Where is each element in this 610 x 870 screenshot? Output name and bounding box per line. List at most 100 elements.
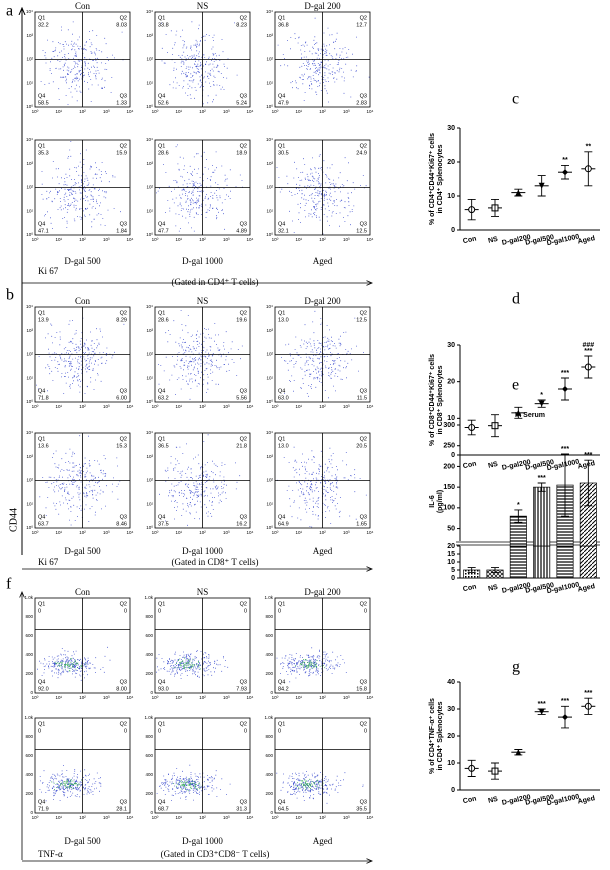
y-tick-label: 200 <box>145 671 153 676</box>
plot-title: D-gal 500 <box>64 546 101 556</box>
error-bar <box>514 406 523 419</box>
gate-label: (Gated in CD4⁺ T cells) <box>172 277 259 287</box>
y-tick-label: 50 <box>447 525 455 532</box>
x-tick-label: 10¹ <box>55 530 62 535</box>
quadrant-name: Q4 <box>158 799 165 805</box>
x-tick-label: 10¹ <box>175 530 182 535</box>
x-tick-label: 10¹ <box>175 815 182 820</box>
x-tick-label: 10² <box>79 237 86 242</box>
x-tick-label: Aged <box>577 235 596 245</box>
y-tick-label: 800 <box>145 734 153 739</box>
quadrant-name: Q3 <box>360 388 367 394</box>
x-tick-label: 10⁴ <box>367 404 374 409</box>
y-tick-label: 10³ <box>26 454 33 459</box>
quadrant-value: 8.03 <box>116 22 127 28</box>
error-bar <box>467 759 476 777</box>
quadrant-value: 0 <box>158 728 161 734</box>
y-tick-label: 20 <box>447 159 455 166</box>
y-tick-label: 10¹ <box>26 208 33 213</box>
quadrant-name: Q3 <box>360 221 367 227</box>
plot-title: D-gal 1000 <box>182 836 223 846</box>
event-dots-dense <box>173 778 203 791</box>
x-tick-label: 10⁰ <box>152 237 159 242</box>
x-tick-label: 10¹ <box>295 109 302 114</box>
quadrant-value: 8.46 <box>116 521 127 527</box>
error-bar <box>537 399 546 408</box>
quadrant-value: 0 <box>38 608 41 614</box>
y-tick-label: 600 <box>265 633 273 638</box>
event-dots <box>41 141 121 229</box>
quadrant-value: 68.7 <box>158 806 169 812</box>
quadrant-name: Q4 <box>158 514 165 520</box>
quadrant-value: 28.1 <box>116 806 127 812</box>
x-tick-label: 10⁰ <box>272 695 279 700</box>
y-tick-label: 10⁴ <box>146 430 153 435</box>
y-tick-label: 200 <box>443 463 455 470</box>
x-tick-label: 10⁰ <box>152 815 159 820</box>
quadrant-value: 52.6 <box>158 100 169 106</box>
panel-label: c <box>512 91 519 108</box>
error-bar <box>467 198 476 221</box>
x-tick-label: 10² <box>319 404 326 409</box>
x-tick-label: 10² <box>319 695 326 700</box>
y-tick-label: 10³ <box>26 328 33 333</box>
significance: *** <box>584 348 592 355</box>
plot-title: NS <box>197 1 209 11</box>
quadrant-name: Q2 <box>240 15 247 21</box>
quadrant-value: 47.9 <box>278 100 289 106</box>
quadrant-value: 1.65 <box>356 521 367 527</box>
x-tick-label: 10⁴ <box>127 815 134 820</box>
error-bar <box>514 509 523 523</box>
quadrant-name: Q3 <box>240 799 247 805</box>
quadrant-name: Q4 <box>278 679 285 685</box>
quadrant-name: Q1 <box>38 436 45 442</box>
quadrant-name: Q4 <box>38 93 45 99</box>
y-tick-label: 20 <box>447 379 455 386</box>
y-tick-label: 400 <box>145 652 153 657</box>
quadrant-name: Q3 <box>240 93 247 99</box>
x-tick-label: 10³ <box>223 404 230 409</box>
quadrant-value: 12.5 <box>356 228 367 234</box>
quadrant-value: 12.5 <box>356 317 367 323</box>
plot-title: D-gal 1000 <box>182 546 223 556</box>
y-tick-label: 10⁴ <box>26 137 33 142</box>
x-tick-label: 10¹ <box>55 109 62 114</box>
x-tick-label: 10³ <box>223 530 230 535</box>
y-tick-label: 10⁰ <box>146 399 153 404</box>
quadrant-value: 92.0 <box>38 686 49 692</box>
quadrant-name: Q2 <box>360 143 367 149</box>
y-tick-label: 10² <box>26 478 33 483</box>
quadrant-name: Q2 <box>360 436 367 442</box>
quadrant-name: Q3 <box>120 514 127 520</box>
y-tick-label: 200 <box>25 671 33 676</box>
error-bar <box>467 567 476 573</box>
quadrant-value: 4.89 <box>236 228 247 234</box>
quadrant-name: Q2 <box>240 310 247 316</box>
y-tick-label: 10⁰ <box>266 399 273 404</box>
event-dots <box>159 434 241 526</box>
y-tick-label: 1.0k <box>264 595 273 600</box>
x-tick-label: 10⁴ <box>367 530 374 535</box>
error-bar <box>561 164 569 180</box>
y-tick-label: 400 <box>265 652 273 657</box>
x-tick-label: 10¹ <box>295 695 302 700</box>
y-tick-label: 0 <box>150 810 153 815</box>
y-tick-label: 400 <box>265 772 273 777</box>
quadrant-name: Q2 <box>360 601 367 607</box>
y-tick-label: 10² <box>266 478 273 483</box>
quadrant-name: Q4 <box>278 799 285 805</box>
y-tick-label: 10² <box>146 57 153 62</box>
error-bar <box>561 453 569 517</box>
quadrant-name: Q2 <box>120 143 127 149</box>
x-tick-label: 10¹ <box>175 109 182 114</box>
x-tick-label: 10⁰ <box>32 695 39 700</box>
x-tick-label: 10⁴ <box>247 815 254 820</box>
panel-label: g <box>512 659 520 676</box>
y-tick-label: 400 <box>145 772 153 777</box>
y-tick-label: 800 <box>25 734 33 739</box>
quadrant-name: Q1 <box>278 15 285 21</box>
quadrant-value: 8.23 <box>236 22 247 28</box>
quadrant-name: Q3 <box>120 221 127 227</box>
x-tick-label: 10⁴ <box>247 530 254 535</box>
